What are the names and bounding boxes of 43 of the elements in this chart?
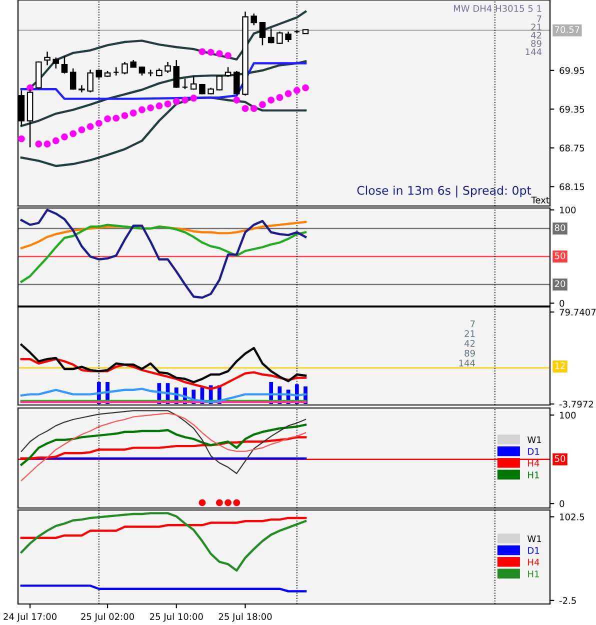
text: 12 [555,362,565,369]
annotation: 42 [464,340,475,347]
annotation: 21 [531,24,542,30]
annotation: 42 [530,32,542,39]
legend-label: H1 [528,472,539,478]
legend-label: W1 [528,436,542,444]
y-tick-label: 0 [560,300,564,307]
text: H4 [528,558,540,566]
x-tick-label: 25 Jul 10:00 [150,613,203,622]
x-tick-label: 24 Jul 17:00 [4,613,57,622]
y-tick-label: -2.5 [559,597,576,604]
y-tick-label: 100 [560,206,576,214]
legend-label: W1 [528,535,542,542]
x-tick-label: 25 Jul 18:00 [218,613,272,622]
y-tick-label: 69.95 [560,67,584,74]
y-tick-label: -3.7972 [559,400,593,408]
y-tick-label: 69.35 [560,106,584,113]
ref-line-label: 20 [554,280,566,288]
ref-line-label: 50 [554,252,566,260]
y-tick-label: 68.15 [560,183,584,190]
annotation: 7 [537,15,542,22]
y-tick-label: 0 [560,500,564,508]
y-tick-label: 68.75 [560,144,584,152]
y-tick-label: 79.7407 [560,308,596,316]
text: D1 [528,547,540,554]
ref-line-label: 50 [554,455,566,462]
annotation: 21 [464,330,475,337]
annotation: 7 [470,320,475,328]
legend-label: H1 [528,570,539,578]
ref-line-label: 80 [554,224,566,232]
x-tick-label: 25 Jul 02:00 [81,613,134,622]
annotation: 89 [531,40,542,47]
annotation: 144 [526,48,542,56]
y-tick-label: 100 [560,412,576,419]
annotation: 144 [459,360,476,366]
annotation: 89 [464,350,475,357]
legend-label: D1 [528,448,540,455]
annotation: Close in 13m 6s | Spread: 0pt [357,186,532,198]
ref-line-label: 70.57 [554,26,580,33]
y-tick-label: 102.5 [560,514,584,520]
legend-label: H4 [528,460,540,466]
annotation: MW DH4 H3015 5 1 [454,5,542,12]
annotation: Text [531,196,550,204]
